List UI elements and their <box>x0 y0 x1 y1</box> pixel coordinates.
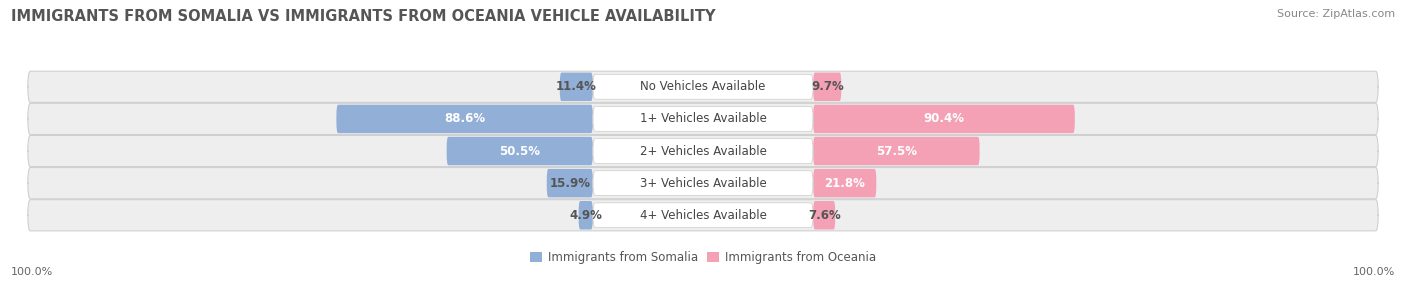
FancyBboxPatch shape <box>813 201 835 229</box>
Text: 4+ Vehicles Available: 4+ Vehicles Available <box>640 209 766 222</box>
FancyBboxPatch shape <box>447 137 593 165</box>
FancyBboxPatch shape <box>593 139 813 163</box>
Text: Source: ZipAtlas.com: Source: ZipAtlas.com <box>1277 9 1395 19</box>
FancyBboxPatch shape <box>28 71 1378 102</box>
Text: 90.4%: 90.4% <box>924 112 965 126</box>
Text: 50.5%: 50.5% <box>499 144 540 158</box>
FancyBboxPatch shape <box>813 105 1074 133</box>
Text: 7.6%: 7.6% <box>808 209 841 222</box>
FancyBboxPatch shape <box>28 103 1378 134</box>
Text: 100.0%: 100.0% <box>11 267 53 277</box>
FancyBboxPatch shape <box>547 169 593 197</box>
FancyBboxPatch shape <box>28 200 1378 231</box>
FancyBboxPatch shape <box>28 168 1378 199</box>
Text: 4.9%: 4.9% <box>569 209 602 222</box>
Text: 9.7%: 9.7% <box>811 80 844 93</box>
Text: 15.9%: 15.9% <box>550 177 591 190</box>
Text: 3+ Vehicles Available: 3+ Vehicles Available <box>640 177 766 190</box>
Text: 21.8%: 21.8% <box>824 177 865 190</box>
FancyBboxPatch shape <box>593 203 813 228</box>
FancyBboxPatch shape <box>593 74 813 99</box>
FancyBboxPatch shape <box>560 73 593 101</box>
Text: 2+ Vehicles Available: 2+ Vehicles Available <box>640 144 766 158</box>
Legend: Immigrants from Somalia, Immigrants from Oceania: Immigrants from Somalia, Immigrants from… <box>526 247 880 269</box>
Text: 100.0%: 100.0% <box>1353 267 1395 277</box>
Text: 1+ Vehicles Available: 1+ Vehicles Available <box>640 112 766 126</box>
Text: 11.4%: 11.4% <box>555 80 596 93</box>
Text: IMMIGRANTS FROM SOMALIA VS IMMIGRANTS FROM OCEANIA VEHICLE AVAILABILITY: IMMIGRANTS FROM SOMALIA VS IMMIGRANTS FR… <box>11 9 716 23</box>
Text: 57.5%: 57.5% <box>876 144 917 158</box>
FancyBboxPatch shape <box>28 136 1378 167</box>
FancyBboxPatch shape <box>593 171 813 196</box>
FancyBboxPatch shape <box>593 106 813 131</box>
FancyBboxPatch shape <box>813 73 841 101</box>
Text: No Vehicles Available: No Vehicles Available <box>640 80 766 93</box>
FancyBboxPatch shape <box>336 105 593 133</box>
Text: 88.6%: 88.6% <box>444 112 485 126</box>
FancyBboxPatch shape <box>579 201 593 229</box>
FancyBboxPatch shape <box>813 137 980 165</box>
FancyBboxPatch shape <box>813 169 876 197</box>
